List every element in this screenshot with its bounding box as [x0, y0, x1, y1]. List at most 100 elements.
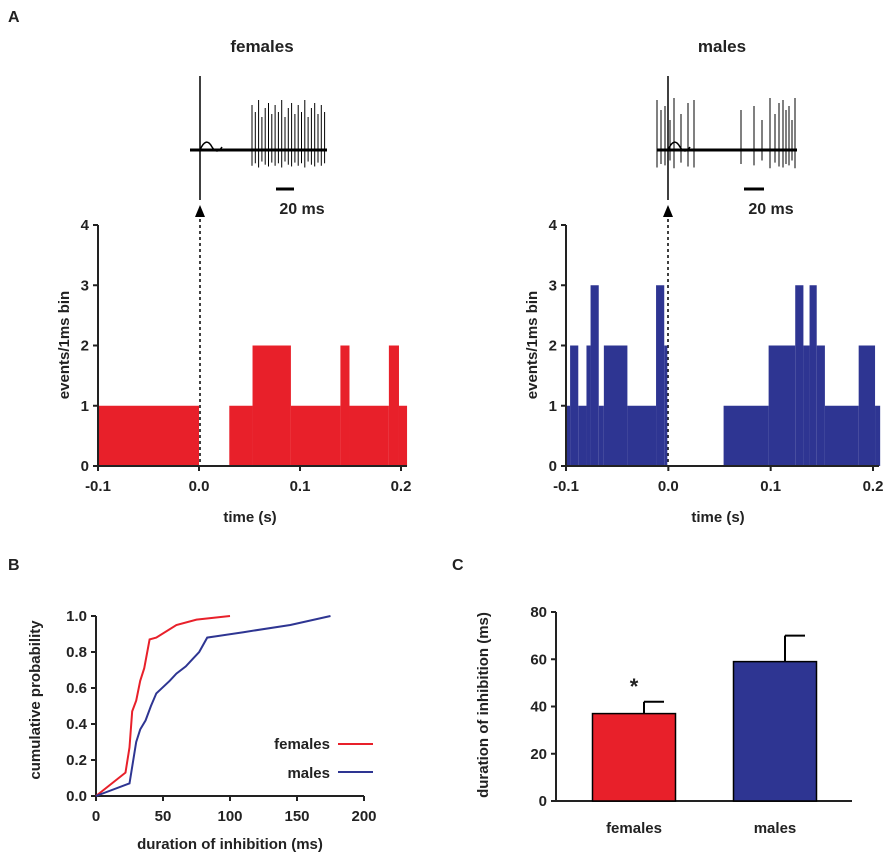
- y-tick-label: 20: [530, 746, 547, 763]
- y-tick-label: 1: [81, 398, 89, 415]
- cumulative-probability-panel: 0.0 0.2 0.4 0.6 0.8 1.0 0 50 100 150 200 cumulativ…: [27, 608, 377, 853]
- x-tick-label: 0: [92, 808, 100, 825]
- y-tick-label: 1.0: [66, 608, 87, 625]
- females-bar: [591, 712, 677, 802]
- cdf-y-axis-label: cumulative probability: [27, 620, 44, 780]
- histogram-bar: [388, 345, 399, 466]
- artifact-wave: [199, 141, 223, 152]
- males-scale-label: 20 ms: [748, 201, 793, 218]
- males-category-label: males: [754, 820, 797, 837]
- y-tick-label: 4: [81, 217, 90, 234]
- x-tick-label: 100: [217, 808, 242, 825]
- duration-bar-panel: 0 20 40 60 80 females males * duration of inhi…: [475, 604, 852, 837]
- males-histogram: [566, 285, 881, 466]
- males-cdf-line: [95, 615, 331, 797]
- y-tick-label: 0.4: [66, 716, 88, 733]
- x-tick-label: 0.1: [760, 478, 781, 495]
- males-spike-trace: [656, 76, 797, 200]
- histogram-bar: [229, 405, 253, 466]
- females-y-axis-label: events/1ms bin: [56, 291, 73, 399]
- histogram-bar: [586, 345, 591, 466]
- histogram-bar: [824, 405, 859, 466]
- artifact-wave: [667, 141, 691, 152]
- females-histogram: [98, 345, 408, 466]
- y-tick-label: 0.0: [66, 788, 87, 805]
- histogram-bar: [290, 405, 341, 466]
- females-spike-trace: [190, 76, 327, 200]
- y-tick-label: 1: [549, 398, 557, 415]
- x-tick-label: 0.0: [658, 478, 679, 495]
- y-tick-label: 0: [81, 458, 89, 475]
- panel-letter-a: A: [8, 9, 20, 26]
- duration-y-axis-label: duration of inhibition (ms): [475, 612, 492, 798]
- x-tick-label: 0.0: [189, 478, 210, 495]
- histogram-bar: [803, 345, 810, 466]
- y-tick-label: 3: [81, 277, 89, 294]
- y-tick-label: 80: [530, 604, 547, 621]
- legend-label-females: females: [274, 736, 330, 753]
- histogram-bar: [795, 285, 804, 466]
- y-tick-label: 0: [539, 793, 547, 810]
- x-tick-label: -0.1: [553, 478, 579, 495]
- cdf-x-axis-label: duration of inhibition (ms): [137, 836, 323, 853]
- histogram-bar: [340, 345, 350, 466]
- males-bar: [732, 660, 818, 802]
- histogram-bar: [858, 345, 876, 466]
- histogram-bar: [656, 285, 665, 466]
- y-tick-label: 0.2: [66, 752, 87, 769]
- histogram-bar: [723, 405, 769, 466]
- y-tick-label: 2: [81, 338, 89, 355]
- cdf-axes: 0.0 0.2 0.4 0.6 0.8 1.0 0 50 100 150 200: [66, 608, 376, 825]
- females-x-axis-label: time (s): [223, 509, 276, 526]
- males-psth-panel: males 20 ms 0 1 2 3 4 -0.1 0.0 0.1 0.2 events/1m…: [524, 37, 883, 526]
- females-psth-panel: females 20 ms 0 1 2 3 4 -0.1 0.0 0.1 0.2 events/…: [56, 37, 411, 526]
- x-tick-label: -0.1: [85, 478, 111, 495]
- females-category-label: females: [606, 820, 662, 837]
- x-tick-label: 150: [284, 808, 309, 825]
- females-title: females: [230, 37, 293, 56]
- histogram-bar: [809, 285, 817, 466]
- histogram-bar: [349, 405, 389, 466]
- y-tick-label: 3: [549, 277, 557, 294]
- y-tick-label: 2: [549, 338, 557, 355]
- panel-letter-c: C: [452, 557, 464, 574]
- females-scale-label: 20 ms: [279, 201, 324, 218]
- y-tick-label: 40: [530, 699, 547, 716]
- histogram-bar: [398, 405, 408, 466]
- males-y-axis-label: events/1ms bin: [524, 291, 541, 399]
- x-tick-label: 50: [155, 808, 172, 825]
- males-stimulus-marker: [663, 205, 673, 217]
- histogram-bar: [664, 345, 668, 466]
- histogram-bar: [768, 345, 796, 466]
- males-x-axis-label: time (s): [691, 509, 744, 526]
- histogram-bar: [252, 345, 291, 466]
- females-axes: 0 1 2 3 4 -0.1 0.0 0.1 0.2: [81, 217, 412, 495]
- histogram-bar: [590, 285, 599, 466]
- females-cdf-line: [95, 615, 231, 797]
- x-tick-label: 0.2: [391, 478, 412, 495]
- histogram-bar: [816, 345, 825, 466]
- duration-bars: *: [591, 634, 818, 802]
- histogram-bar: [578, 405, 587, 466]
- histogram-bar: [603, 345, 628, 466]
- y-tick-label: 60: [530, 651, 547, 668]
- legend-label-males: males: [287, 765, 330, 782]
- histogram-bar: [875, 405, 881, 466]
- y-tick-label: 0.8: [66, 644, 87, 661]
- histogram-bar: [566, 405, 571, 466]
- histogram-bar: [627, 405, 657, 466]
- histogram-bar: [570, 345, 579, 466]
- y-tick-label: 0.6: [66, 680, 87, 697]
- y-tick-label: 4: [549, 217, 558, 234]
- x-tick-label: 200: [351, 808, 376, 825]
- y-tick-label: 0: [549, 458, 557, 475]
- cdf-legend: females males: [274, 736, 373, 782]
- cdf-lines: [95, 615, 331, 797]
- males-axes: 0 1 2 3 4 -0.1 0.0 0.1 0.2: [549, 217, 884, 495]
- panel-letter-b: B: [8, 557, 20, 574]
- x-tick-label: 0.1: [290, 478, 311, 495]
- histogram-bar: [98, 405, 199, 466]
- x-tick-label: 0.2: [863, 478, 884, 495]
- histogram-bar: [598, 405, 604, 466]
